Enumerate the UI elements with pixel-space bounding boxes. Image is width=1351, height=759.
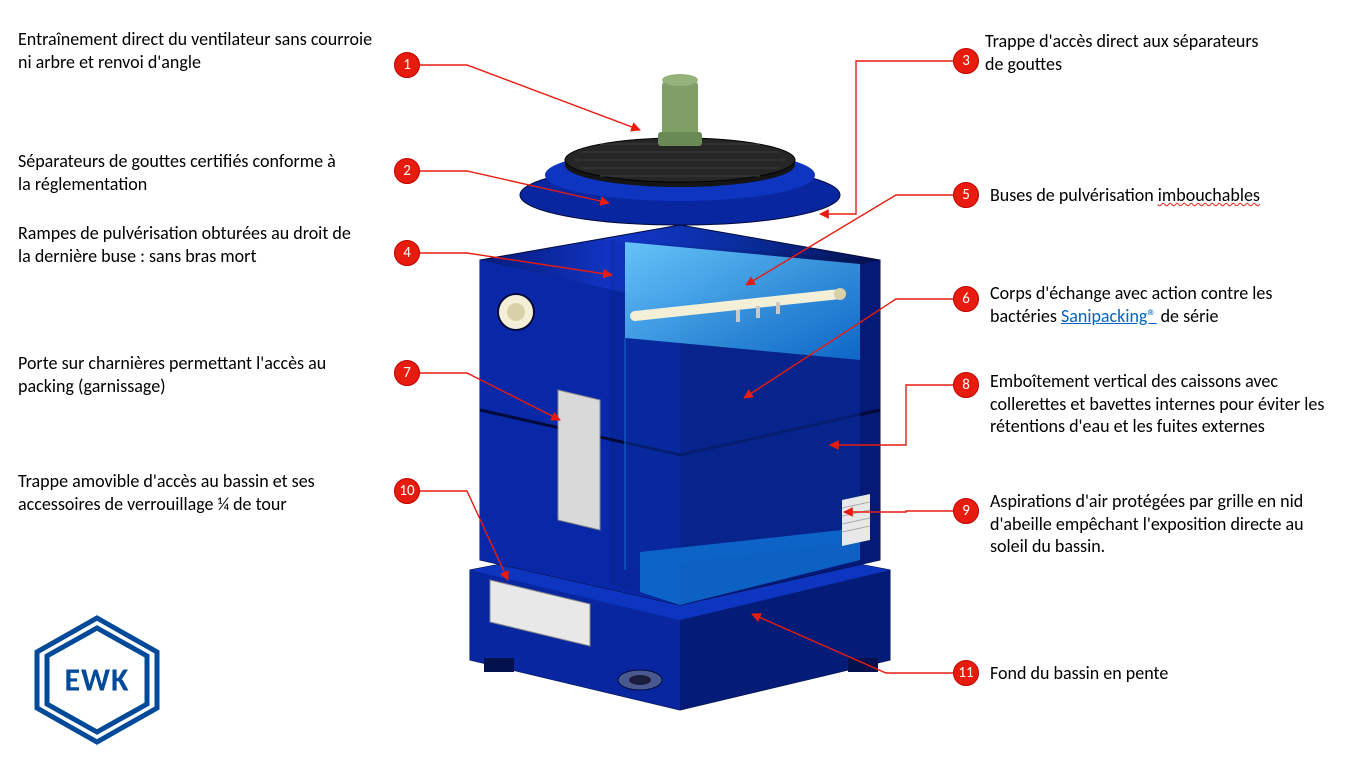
brand-logo: EWK (22, 610, 172, 750)
callout-badge-4: 4 (394, 240, 420, 266)
callout-label-4: Rampes de pulvérisation obturées au droi… (18, 222, 358, 267)
link-sanipacking[interactable]: Sanipacking® (1061, 305, 1157, 327)
callout-badge-7: 7 (394, 360, 420, 386)
brand-logo-text: EWK (64, 661, 129, 700)
callout-label-9: Aspirations d'air protégées par grille e… (990, 490, 1340, 558)
callout-label-8: Emboîtement vertical des caissons avec c… (990, 370, 1340, 438)
callout-badge-10: 10 (394, 478, 420, 504)
callout-label-2: Séparateurs de gouttes certifiés conform… (18, 150, 348, 195)
callout-badge-2: 2 (394, 158, 420, 184)
callout-label-3: Trappe d'accès direct aux séparateurs de… (985, 30, 1265, 75)
callout-label-11: Fond du bassin en pente (990, 662, 1290, 685)
callout-badge-8: 8 (953, 372, 979, 398)
callout-badge-1: 1 (394, 52, 420, 78)
callout-label-6: Corps d'échange avec action contre les b… (990, 282, 1340, 327)
callout-badge-6: 6 (953, 286, 979, 312)
device-illustration (440, 60, 920, 720)
callout-badge-9: 9 (953, 498, 979, 524)
callout-badge-3: 3 (953, 48, 979, 74)
callout-label-7: Porte sur charnières permettant l'accès … (18, 352, 338, 397)
callout-label-1: Entraînement direct du ventilateur sans … (18, 28, 378, 73)
callout-label-10: Trappe amovible d'accès au bassin et ses… (18, 470, 358, 515)
diagram-canvas: Entraînement direct du ventilateur sans … (0, 0, 1351, 759)
callout-label-5: Buses de pulvérisation imbouchables (990, 184, 1330, 207)
callout-badge-5: 5 (953, 182, 979, 208)
callout-badge-11: 11 (953, 660, 979, 686)
